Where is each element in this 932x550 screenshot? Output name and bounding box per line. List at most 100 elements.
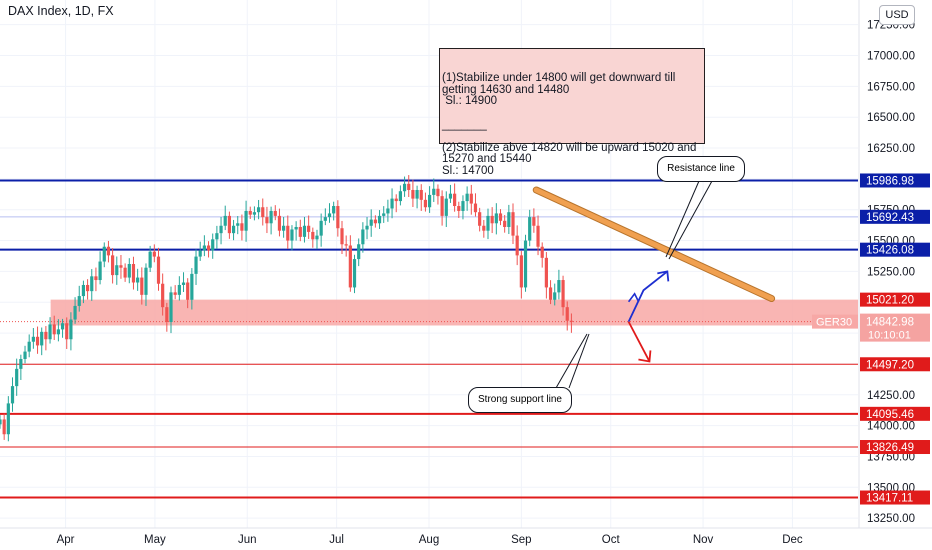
candle-body — [261, 207, 265, 218]
level-lines — [0, 179, 858, 499]
candle-body — [223, 215, 227, 226]
candle-body — [115, 265, 119, 276]
price-tag-bg — [860, 406, 930, 421]
candle-body — [98, 261, 102, 281]
analysis-note: (1)Stabilize under 14800 will get downwa… — [439, 48, 705, 177]
candle-body — [227, 215, 231, 234]
time-axis[interactable]: Apr May Jun Jul Aug Sep Oct Nov Dec — [57, 534, 803, 546]
candle-body — [553, 292, 557, 300]
candle-body — [482, 225, 486, 231]
candle-body — [311, 231, 315, 240]
candle-body — [177, 284, 181, 295]
candle-body — [473, 203, 478, 213]
candle-body — [332, 206, 336, 214]
candle-body — [15, 368, 19, 387]
y-tick-label: 16500.00 — [867, 112, 915, 124]
candle-body — [377, 215, 382, 224]
bearish-arrow-head — [638, 350, 652, 363]
candle-body — [2, 419, 6, 435]
candle-body — [515, 235, 519, 256]
candle-body — [427, 194, 432, 208]
price-tag-label: 15021.20 — [866, 295, 914, 307]
countdown-label: 10:10:01 — [868, 330, 911, 342]
candle-body — [382, 213, 386, 216]
x-tick-label: Sep — [511, 534, 531, 546]
candle-body — [465, 193, 469, 202]
candle-body — [386, 208, 390, 214]
candle-body — [569, 320, 574, 322]
price-tag-bg — [860, 490, 930, 505]
x-tick-label: Aug — [419, 534, 439, 546]
candle-body — [411, 189, 415, 199]
candle-body — [323, 217, 327, 221]
candle-body — [252, 212, 257, 215]
candle-body — [298, 226, 302, 237]
candle-body — [561, 280, 565, 308]
candle-body — [106, 246, 111, 256]
candle-body — [402, 183, 407, 192]
drawings-layer — [532, 180, 776, 389]
y-tick-label: 14250.00 — [867, 390, 915, 402]
candle-body — [244, 210, 248, 231]
candle-body — [277, 215, 282, 231]
candle-body — [369, 219, 373, 226]
candle-body — [10, 386, 15, 404]
y-tick-label: 14000.00 — [867, 421, 915, 433]
candle-body — [256, 207, 261, 213]
current-price-tag-bg — [860, 313, 930, 342]
candle-body — [453, 193, 457, 207]
x-tick-label: Jun — [238, 534, 257, 546]
candle-body — [161, 283, 165, 308]
candle-body — [48, 324, 52, 340]
price-tag-label: 15426.08 — [866, 245, 914, 257]
candle-body — [190, 273, 194, 300]
candle-body — [206, 245, 211, 251]
candle-body — [219, 225, 223, 234]
note-line: getting 14630 and 14480 — [442, 83, 570, 96]
price-tag-bg — [860, 292, 930, 307]
candle-body — [540, 246, 544, 258]
y-tick-label: 16250.00 — [867, 143, 915, 155]
candle-body — [461, 201, 465, 211]
candle-body — [528, 217, 532, 241]
candle-body — [302, 225, 307, 237]
candle-body — [490, 215, 494, 224]
candle-body — [286, 225, 290, 241]
candle-body — [60, 323, 65, 330]
price-tag-label: 13417.11 — [866, 493, 913, 505]
candle-body — [290, 229, 294, 241]
candle-body — [181, 282, 186, 285]
candle-body — [169, 292, 173, 322]
price-tag-bg — [860, 357, 930, 372]
candle-body — [478, 212, 482, 226]
candle-body — [327, 213, 332, 218]
candle-body — [69, 319, 73, 340]
candle-body — [148, 251, 152, 268]
candle-body — [44, 331, 48, 340]
resistance-line-label: Resistance line — [657, 156, 745, 182]
candle-body — [123, 267, 127, 278]
candle-body — [186, 282, 190, 300]
candle-body — [111, 255, 115, 276]
candle-body — [336, 206, 340, 229]
candle-body — [448, 193, 453, 199]
resistance-callout-pointer — [665, 180, 700, 258]
bearish-arrow — [627, 321, 651, 362]
candle-body — [140, 277, 144, 295]
candle-body — [457, 206, 461, 211]
candle-body — [503, 220, 507, 227]
symbol-tag-bg — [812, 314, 858, 329]
note-line: Sl.: 14700 — [442, 164, 494, 177]
price-tag-bg — [860, 173, 930, 188]
x-tick-label: Apr — [57, 534, 75, 546]
price-tag-bg — [860, 440, 930, 455]
resistance-callout-pointer — [668, 180, 713, 260]
y-tick-label: 13250.00 — [867, 513, 915, 525]
candle-body — [532, 217, 536, 226]
candle-body — [498, 213, 503, 221]
note-line: Sl.: 14900 — [442, 95, 497, 108]
note-line — [442, 108, 702, 120]
candle-body — [507, 212, 511, 227]
currency-button[interactable]: USD — [879, 5, 915, 25]
